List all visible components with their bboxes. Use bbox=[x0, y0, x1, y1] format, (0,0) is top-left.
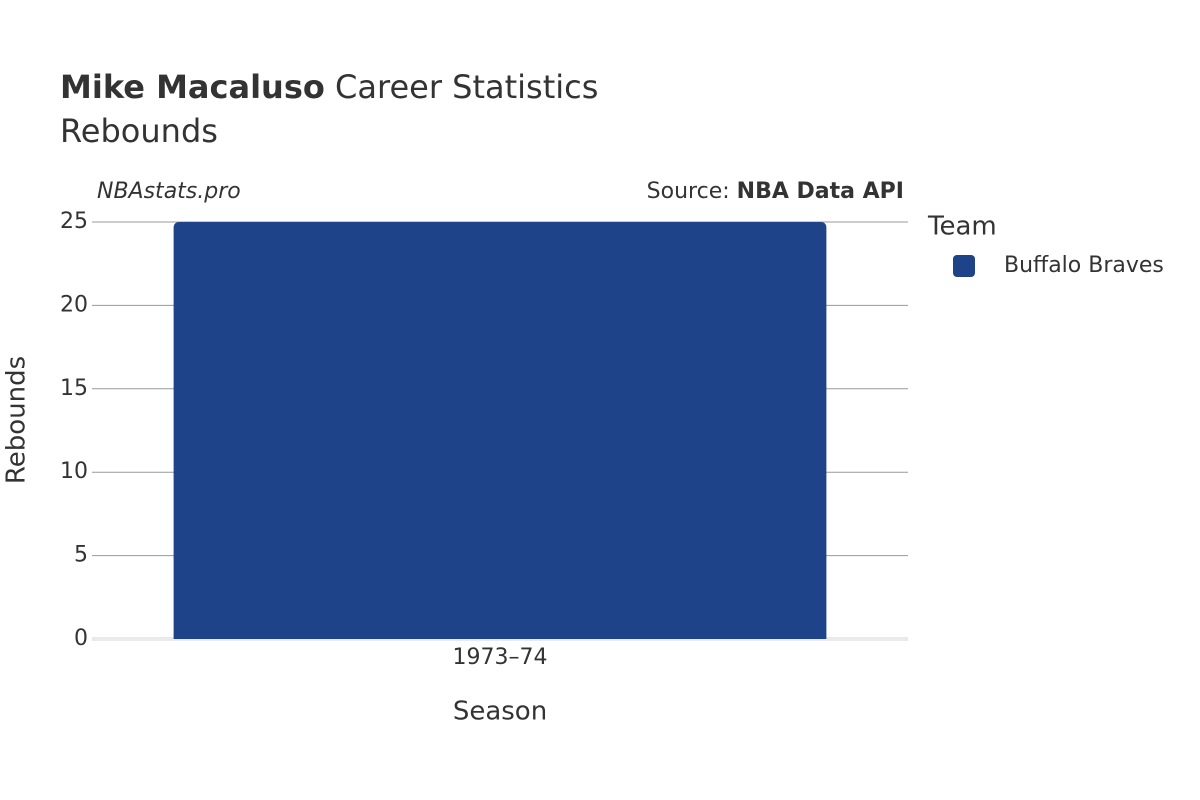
x-tick-label: 1973–74 bbox=[453, 645, 548, 670]
y-tick-label: 10 bbox=[60, 459, 88, 484]
y-axis-label: Rebounds bbox=[2, 356, 32, 484]
legend-swatch bbox=[953, 255, 975, 277]
title-rest: Career Statistics bbox=[335, 68, 598, 106]
source-label: Source: bbox=[647, 179, 730, 204]
y-tick-label: 15 bbox=[60, 376, 88, 401]
x-axis-label: Season bbox=[453, 697, 547, 727]
watermark: NBAstats.pro bbox=[97, 179, 241, 204]
source-name: NBA Data API bbox=[737, 179, 904, 204]
chart-subtitle: Rebounds bbox=[60, 112, 218, 150]
y-tick-label: 20 bbox=[60, 292, 88, 317]
chart-title: Mike Macaluso Career Statistics bbox=[60, 68, 598, 106]
legend-title: Team bbox=[927, 212, 997, 242]
y-tick-label: 0 bbox=[74, 626, 88, 651]
title-name: Mike Macaluso bbox=[60, 68, 325, 106]
y-tick-label: 25 bbox=[60, 209, 88, 234]
source: Source: NBA Data API bbox=[647, 179, 904, 204]
legend-label: Buffalo Braves bbox=[1004, 253, 1164, 278]
bar bbox=[173, 222, 827, 639]
y-tick-label: 5 bbox=[74, 543, 88, 568]
